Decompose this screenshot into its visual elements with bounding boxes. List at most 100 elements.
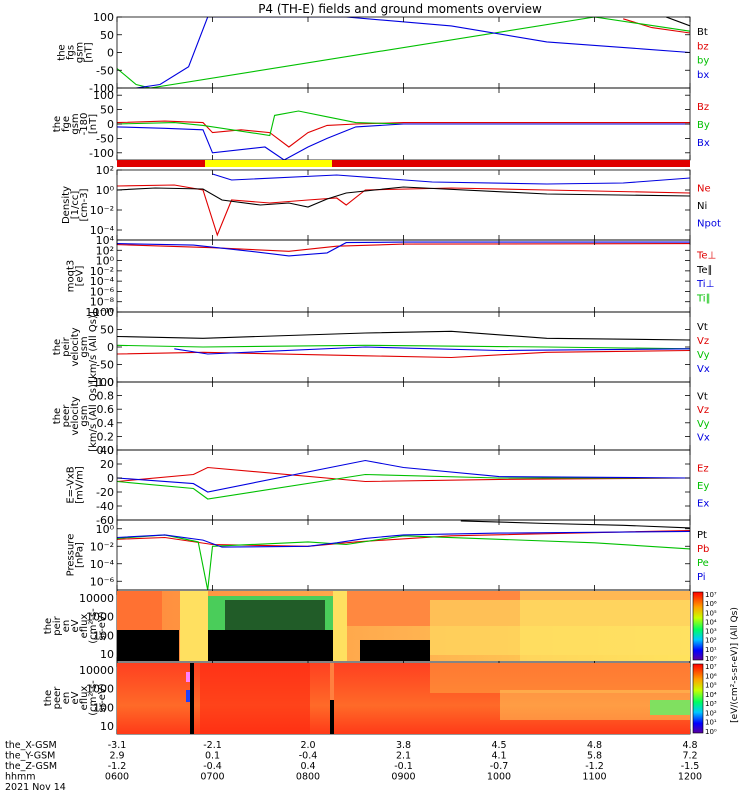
colorbar-tick-0: 10⁷ [705, 591, 717, 599]
xaxis-value: 7.2 [682, 751, 697, 762]
legend-moqt3-Te∥: Te∥ [696, 265, 713, 276]
xaxis-value: 0.1 [205, 751, 220, 762]
xaxis-value: 4.8 [682, 740, 697, 751]
legend-fgs-bz: bz [697, 41, 709, 52]
panel-frame-pressure [117, 520, 690, 590]
xaxis-value: -3.1 [108, 740, 127, 751]
colorbar-tick-0: 10⁰ [705, 655, 717, 663]
ytick-label-peir_vel: 0 [107, 341, 114, 354]
legend-fge-Bz: Bz [697, 102, 709, 113]
colorbar-label: [eV/(cm²-s-sr-eV)] (All Qs) [730, 607, 740, 723]
ytick-label-peer_spec: 10 [100, 720, 114, 733]
plot-title: P4 (TH-E) fields and ground moments over… [258, 2, 542, 16]
colorbar-tick-1: 10² [705, 709, 717, 717]
legend-peir_vel-Vx: Vx [697, 364, 710, 375]
colorbar-tick-0: 10¹ [705, 646, 717, 654]
panel-peer_vel: 1.00.80.60.40.20.0 thepeervelocitygsm[km/… [52, 376, 710, 457]
ylabel-peer_spec: sr-eV) [97, 683, 108, 712]
ylabel-peir_vel: [km/s (All Qs)] [88, 311, 99, 383]
panel-frame-efield [117, 450, 690, 520]
xaxis-value: 0600 [105, 772, 129, 783]
xaxis-value: 1200 [678, 772, 702, 783]
series-efield-Ey [117, 475, 690, 500]
ylabel-peir_spec: sr-eV) [97, 611, 108, 640]
xaxis-row-label: the_Z-GSM [5, 761, 57, 772]
panel-frame-peer_vel [117, 382, 690, 450]
colorbar-tick-1: 10¹ [705, 719, 717, 727]
ytick-label-efield: -20 [96, 486, 114, 499]
ytick-label-density: 10⁻² [90, 204, 114, 217]
legend-fgs-Bt: Bt [697, 27, 708, 38]
panel-frame-density [117, 170, 690, 240]
ytick-label-peer_vel: 0.4 [97, 417, 115, 430]
ytick-label-fgs: 50 [100, 29, 114, 42]
colorbar-tick-1: 10⁶ [705, 672, 717, 680]
xaxis-value: 0800 [296, 772, 320, 783]
xaxis-value: 2.0 [300, 740, 315, 751]
xaxis-value: -0.4 [299, 751, 318, 762]
legend-moqt3-Te⊥: Te⊥ [696, 250, 716, 261]
ytick-label-pressure: 10⁰ [96, 523, 115, 536]
legend-pressure-Pe: Pe [697, 558, 709, 569]
colorbar-ion [693, 592, 703, 660]
legend-fgs-by: by [697, 56, 709, 67]
xaxis-value: 4.8 [587, 740, 602, 751]
xaxis-value: 1000 [487, 772, 511, 783]
legend-moqt3-Ti∥: Ti∥ [696, 294, 711, 305]
colorbar-tick-0: 10³ [705, 628, 717, 636]
legend-density-Ni: Ni [697, 201, 707, 212]
legend-fge-Bx: Bx [697, 138, 710, 149]
colorbar-tick-0: 10⁵ [705, 609, 717, 617]
xaxis-value: 2.9 [109, 751, 124, 762]
ytick-label-fge: -100 [89, 147, 114, 160]
legend-peer_vel-Vx: Vx [697, 432, 710, 443]
panel-pressure: 10⁰10⁻²10⁻⁴10⁻⁶Pressure[nPa]PtPbPePi [66, 520, 710, 590]
legend-efield-Ey: Ey [697, 481, 709, 492]
ylabel-peer_vel: [km/s (All Qs)] [88, 380, 99, 452]
xaxis-value: 1100 [582, 772, 606, 783]
ytick-label-peir_vel: 50 [100, 324, 114, 337]
ytick-label-density: 10⁰ [96, 184, 115, 197]
series-density-Npot [213, 174, 691, 184]
ytick-label-efield: 0 [107, 472, 114, 485]
legend-peer_vel-Vz: Vz [697, 405, 709, 416]
ylabel-pressure: [nPa] [75, 542, 86, 568]
series-fge-Bx [117, 124, 690, 160]
ytick-label-fge: 100 [93, 89, 114, 102]
ytick-label-efield: 40 [100, 444, 114, 457]
colorbar-tick-1: 10⁴ [705, 691, 717, 699]
legend-efield-Ez: Ez [697, 464, 709, 475]
xaxis-value: -0.7 [490, 761, 509, 772]
ytick-label-pressure: 10⁻² [90, 540, 114, 553]
colorbar-tick-1: 10³ [705, 700, 717, 708]
legend-peir_vel-Vy: Vy [697, 350, 710, 361]
electron-spectrogram-image [117, 663, 690, 734]
panel-peir_vel: 100500-50-100thepeirvelocitygsm[km/s (Al… [52, 306, 710, 389]
panel-frame-moqt3 [117, 240, 690, 312]
ytick-label-efield: -40 [96, 500, 114, 513]
colorbar-tick-1: 10⁷ [705, 663, 717, 671]
ytick-label-fge: 50 [100, 104, 114, 117]
series-density-Ne [117, 185, 690, 235]
overview-plot: P4 (TH-E) fields and ground moments over… [0, 0, 750, 800]
series-pressure-Pt [461, 521, 690, 528]
xaxis-value: -2.1 [203, 740, 222, 751]
legend-pressure-Pt: Pt [697, 530, 707, 541]
legend-peer_vel-Vt: Vt [697, 392, 708, 403]
legend-pressure-Pi: Pi [697, 572, 706, 583]
colorbar-tick-0: 10⁴ [705, 618, 717, 626]
legend-efield-Ex: Ex [697, 499, 709, 510]
legend-moqt3-Ti⊥: Ti⊥ [696, 279, 714, 290]
xaxis-date: 2021 Nov 14 [5, 782, 66, 793]
ytick-label-fgs: -50 [96, 64, 114, 77]
panel-density: 10²10⁰10⁻²10⁻⁴Density[1/cc][cm-3] NeNiNpo… [61, 164, 721, 240]
colorbar-tick-0: 10² [705, 637, 717, 645]
ylabel-fge: [nT] [88, 114, 99, 134]
legend-peir_vel-Vz: Vz [697, 336, 709, 347]
legend-fge-By: By [697, 120, 710, 131]
xaxis-row-label: hhmm [5, 772, 36, 783]
ytick-label-peer_vel: 1.0 [97, 376, 115, 389]
xaxis-value: 4.5 [491, 740, 506, 751]
xaxis-value: -1.2 [585, 761, 604, 772]
xaxis-value: -1.2 [108, 761, 127, 772]
